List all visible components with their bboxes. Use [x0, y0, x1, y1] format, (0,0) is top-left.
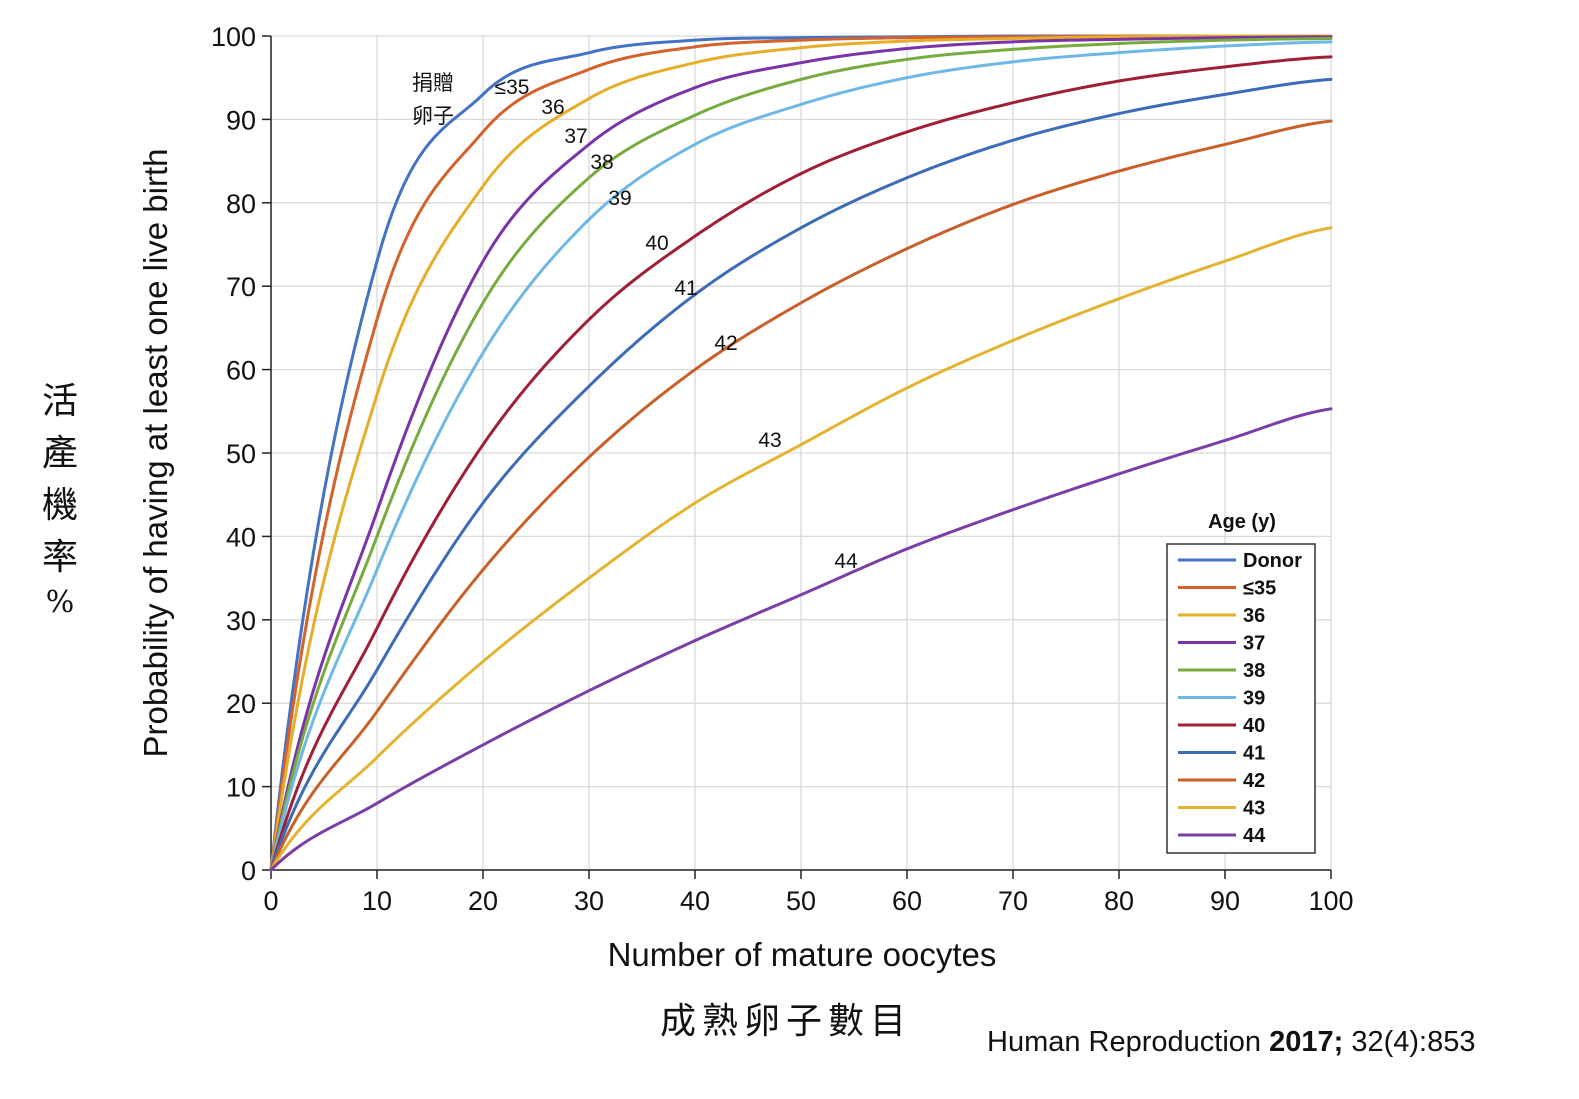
- x-tick-label: 100: [1308, 886, 1353, 916]
- x-tick-label: 80: [1104, 886, 1134, 916]
- curve-annotation: 44: [834, 550, 858, 573]
- donor-annotation: 捐贈 卵子: [412, 71, 454, 128]
- x-tick-label: 70: [998, 886, 1028, 916]
- donor-annotation-line: 卵子: [412, 104, 454, 128]
- x-tick-label: 30: [574, 886, 604, 916]
- citation-volume: 32(4):853: [1351, 1026, 1476, 1058]
- series-line-37: [269, 35, 1333, 872]
- x-axis-title-chinese: 成熟卵子數目: [660, 1001, 912, 1042]
- series-line-44: [269, 407, 1333, 872]
- curve-annotation: 40: [645, 232, 668, 255]
- legend-label: Donor: [1243, 550, 1302, 572]
- series-line-38: [269, 37, 1333, 872]
- y-tick-label: 60: [226, 356, 256, 386]
- x-axis-title: Number of mature oocytes: [608, 936, 997, 973]
- citation-journal: Human Reproduction: [987, 1026, 1262, 1058]
- curve-annotation: 37: [564, 125, 587, 148]
- x-tick-label: 90: [1210, 886, 1240, 916]
- y-tick-label: 20: [226, 689, 256, 719]
- legend-label: 36: [1243, 605, 1265, 627]
- y-tick-label: 80: [226, 189, 256, 219]
- series-line-36: [269, 34, 1333, 872]
- x-tick-label: 40: [680, 886, 710, 916]
- curve-annotation: 38: [590, 151, 613, 174]
- y-tick-label: 30: [226, 606, 256, 636]
- y-axis-title-chinese-char: %: [46, 585, 75, 620]
- legend-label: 42: [1243, 770, 1265, 792]
- series-line-39: [269, 40, 1333, 872]
- curve-annotation: 42: [714, 332, 737, 355]
- curve-annotation: 41: [674, 277, 697, 300]
- series-lines: [269, 34, 1333, 872]
- legend-title: Age (y): [1208, 511, 1276, 533]
- legend-label: 39: [1243, 688, 1265, 710]
- axes: 0 10 20 30 40 50 60 70 80 90 100 0 10 20 30 40 50 60 70 80 9…: [211, 22, 1354, 916]
- donor-annotation-line: 捐贈: [412, 71, 454, 95]
- x-tick-label: 10: [362, 886, 392, 916]
- series-line-40: [269, 55, 1333, 872]
- legend-label: 41: [1243, 743, 1265, 765]
- legend-label: 40: [1243, 715, 1265, 737]
- y-tick-label: 70: [226, 272, 256, 302]
- y-axis-title-chinese: 活 產 機 率 %: [42, 381, 78, 620]
- curve-annotation: 43: [758, 429, 781, 452]
- y-tick-label: 10: [226, 773, 256, 803]
- legend-label: 37: [1243, 633, 1265, 655]
- y-axis-title-chinese-char: 產: [42, 433, 78, 474]
- y-axis-title: Probability of having at least one live …: [137, 148, 174, 757]
- legend-items: Donor ≤35 36 37 38 39 40 41 42 43 44: [1178, 550, 1302, 847]
- citation-year: 2017;: [1269, 1026, 1344, 1058]
- series-line-42: [269, 119, 1333, 872]
- x-tick-label: 20: [468, 886, 498, 916]
- series-line-43: [269, 226, 1333, 872]
- y-tick-label: 100: [211, 22, 256, 52]
- y-axis-title-chinese-char: 機: [42, 485, 78, 526]
- x-tick-label: 60: [892, 886, 922, 916]
- x-tick-label: 0: [263, 886, 278, 916]
- y-axis-title-chinese-char: 活: [42, 381, 78, 422]
- y-tick-label: 90: [226, 105, 256, 135]
- legend: Age (y) Donor ≤35 36 37 38 39 40 41 42 43 44: [1166, 511, 1316, 854]
- legend-label: 44: [1243, 825, 1266, 847]
- series-line-41: [269, 77, 1333, 872]
- legend-label: ≤35: [1243, 578, 1276, 600]
- curve-annotation: 39: [608, 187, 631, 210]
- y-tick-label: 50: [226, 439, 256, 469]
- citation: Human Reproduction 2017; 32(4):853: [987, 1026, 1476, 1059]
- curve-annotation: 36: [541, 96, 564, 119]
- y-axis-title-chinese-char: 率: [42, 537, 78, 578]
- y-tick-label: 0: [241, 856, 256, 886]
- y-tick-label: 40: [226, 522, 256, 552]
- legend-label: 43: [1243, 798, 1265, 820]
- x-tick-label: 50: [786, 886, 816, 916]
- curve-annotation: ≤35: [495, 76, 530, 99]
- legend-label: 38: [1243, 660, 1265, 682]
